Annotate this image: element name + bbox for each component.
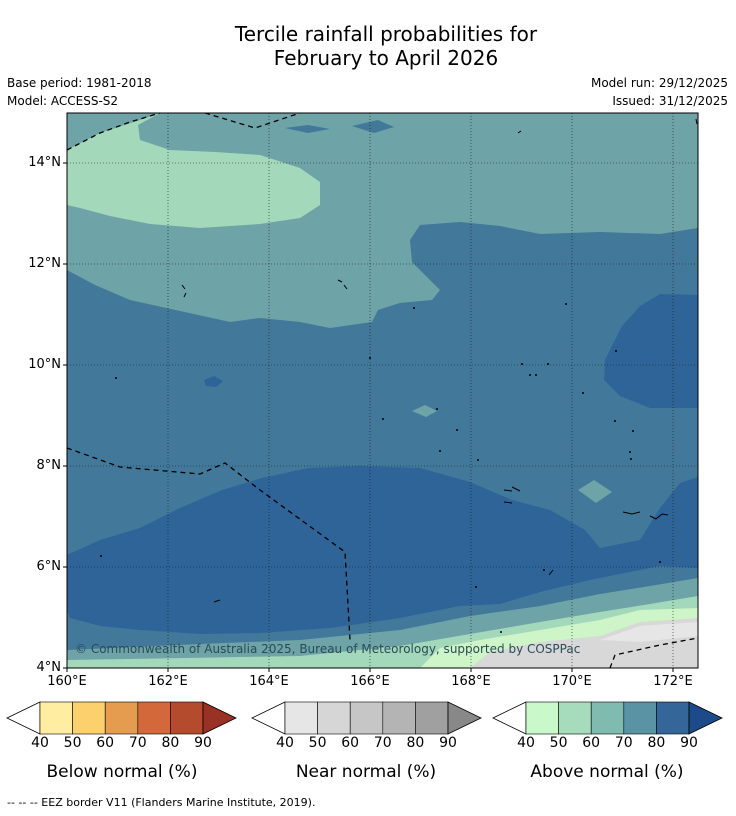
above-colorbar-label-60: 60 [582,735,601,751]
title-line-2: February to April 2026 [273,46,499,70]
y-tick-14n: 14°N [28,155,61,170]
x-tick-162e: 162°E [148,674,188,689]
region-above-50-north [67,113,320,228]
eez-footnote: -- -- -- EEZ border V11 (Flanders Marine… [7,796,316,809]
below-colorbar-segment-70 [137,701,171,735]
below-colorbar-segment-50 [72,701,106,735]
x-tick-168e: 168°E [451,674,491,689]
patch-above-50-small [82,147,94,163]
islands [181,118,698,603]
colorbars [6,701,723,735]
above-colorbar-label-90: 90 [680,735,698,751]
above-normal-title: Above normal (%) [530,762,684,782]
below-normal-title: Below normal (%) [46,762,198,782]
near-colorbar-segment-70 [382,701,416,735]
x-tick-166e: 166°E [350,674,390,689]
region-above-80-east [604,294,698,408]
map-frame [66,112,699,669]
below-colorbar-segment-60 [104,701,139,735]
metadata-right: Model run: 29/12/2025 Issued: 31/12/2025 [591,74,728,110]
near-colorbar-segment-60 [349,701,384,735]
near-colorbar-label-40: 40 [276,735,294,751]
near-colorbar-label-50: 50 [308,735,327,751]
graticule [67,113,698,668]
above-colorbar-label-50: 50 [549,735,568,751]
above-colorbar-segment-50 [558,701,592,735]
patch-above-80-a [285,125,330,133]
x-tick-164e: 164°E [249,674,289,689]
model-name: Model: ACCESS-S2 [7,94,119,108]
near-colorbar-label-60: 60 [341,735,360,751]
x-tick-172e: 172°E [653,674,693,689]
near-colorbar-segment-80 [415,701,449,735]
region-near-normal-light [600,622,698,642]
small-islets [100,303,661,633]
above-colorbar-high-extend [688,701,723,735]
y-tick-12n: 12°N [28,256,61,271]
above-colorbar-segment-40 [525,701,559,735]
base-period: Base period: 1981-2018 [7,76,152,90]
patch-above-90-c [204,376,223,387]
chart-title: Tercile rainfall probabilities for Febru… [0,22,736,70]
near-colorbar-low-extend [251,701,286,735]
y-tick-6n: 6°N [36,559,62,574]
eez-borders [67,113,698,668]
patch-above-80-b [352,120,394,133]
patch-above-60-e [578,480,612,503]
x-tick-160e: 160°E [47,674,87,689]
below-colorbar-label-80: 80 [161,735,180,751]
above-colorbar-label-40: 40 [517,735,535,751]
above-colorbar-low-extend [492,701,527,735]
x-tick-170e: 170°E [552,674,592,689]
title-line-1: Tercile rainfall probabilities for [234,22,538,46]
above-colorbar-label-80: 80 [647,735,666,751]
map-plot: © Commonwealth of Australia 2025, Bureau… [67,113,698,668]
near-colorbar-high-extend [447,701,482,735]
region-above-80-south [67,466,698,634]
tick-marks [63,162,674,672]
near-normal-title: Near normal (%) [295,762,437,782]
below-colorbar-label-60: 60 [96,735,115,751]
below-colorbar-label-50: 50 [63,735,82,751]
patch-above-60-d [412,405,437,417]
y-tick-4n: 4°N [36,660,62,675]
y-tick-8n: 8°N [36,458,62,473]
below-colorbar-label-70: 70 [128,735,147,751]
above-colorbar-segment-70 [623,701,657,735]
near-colorbar-segment-40 [284,701,318,735]
near-colorbar-label-80: 80 [406,735,425,751]
below-colorbar-label-40: 40 [31,735,49,751]
copyright-text: © Commonwealth of Australia 2025, Bureau… [75,642,580,656]
model-run: Model run: 29/12/2025 [590,76,728,90]
above-colorbar-label-70: 70 [614,735,633,751]
near-colorbar-label-70: 70 [373,735,392,751]
below-colorbar-segment-80 [170,701,204,735]
issued-date: Issued: 31/12/2025 [612,94,728,108]
near-colorbar-segment-50 [317,701,351,735]
below-colorbar-low-extend [6,701,41,735]
below-colorbar-label-90: 90 [194,735,212,751]
metadata-left: Base period: 1981-2018 Model: ACCESS-S2 [7,74,152,110]
below-colorbar-high-extend [202,701,237,735]
above-colorbar-segment-80 [656,701,690,735]
y-tick-10n: 10°N [28,357,61,372]
below-colorbar-segment-40 [39,701,73,735]
near-colorbar-label-90: 90 [439,735,457,751]
above-colorbar-segment-60 [590,701,625,735]
